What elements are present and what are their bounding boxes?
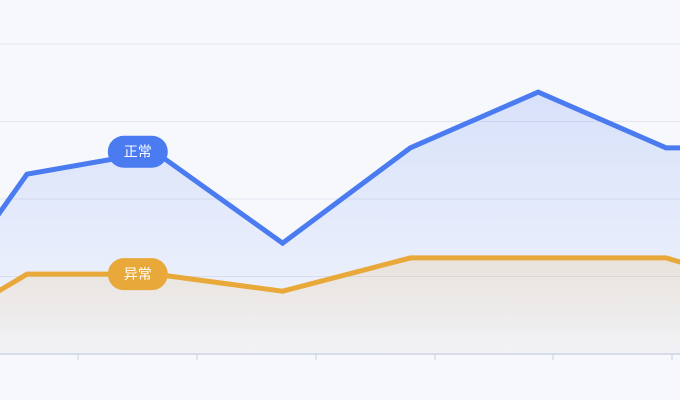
area xyxy=(0,257,680,354)
series-label-text: 异常 xyxy=(124,267,152,283)
line xyxy=(0,255,680,294)
series-label: 异常 xyxy=(107,258,168,291)
x-ticks xyxy=(77,354,673,360)
series-label: 正常 xyxy=(107,135,168,168)
line xyxy=(0,89,680,247)
series-label-text: 正常 xyxy=(124,145,152,161)
series-label-bg xyxy=(107,135,168,168)
series-label-bg xyxy=(107,258,168,291)
